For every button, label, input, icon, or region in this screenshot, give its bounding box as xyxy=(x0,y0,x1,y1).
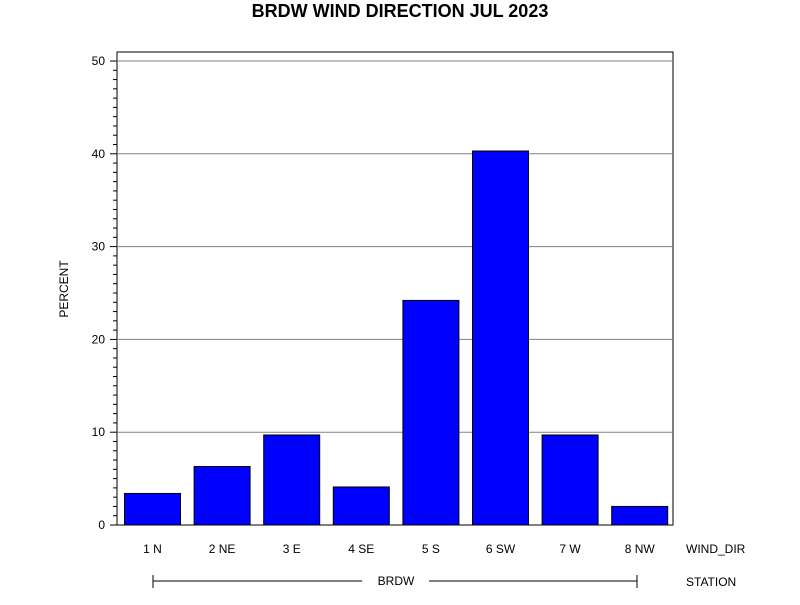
y-tick-label: 0 xyxy=(98,518,105,532)
x-tick-label: 1 N xyxy=(143,542,162,556)
bar-8-nw xyxy=(611,505,669,526)
y-tick-label: 20 xyxy=(92,332,106,346)
x-tick-labels: 1 N 2 NE 3 E 4 SE 5 S 6 SW 7 W 8 NW xyxy=(143,542,655,556)
bar-4-se xyxy=(332,486,390,526)
x-tick-label: 5 S xyxy=(422,542,440,556)
bar-2-ne xyxy=(193,466,251,526)
x-tick-label: 2 NE xyxy=(209,542,236,556)
y-axis-label: PERCENT xyxy=(57,260,71,318)
x-tick-label: 7 W xyxy=(559,542,581,556)
y-tick-labels: 0 10 20 30 40 50 xyxy=(92,54,106,532)
bar-7-w xyxy=(541,434,599,526)
y-tick-label: 10 xyxy=(92,425,106,439)
group-axis-label: STATION xyxy=(686,575,736,589)
group-value-label: BRDW xyxy=(378,574,415,588)
bar-3-e xyxy=(263,434,321,526)
y-tick-label: 30 xyxy=(92,240,106,254)
x-tick-label: 4 SE xyxy=(348,542,374,556)
x-tick-label: 8 NW xyxy=(625,542,656,556)
y-tick-label: 40 xyxy=(92,147,106,161)
y-minor-ticks xyxy=(113,69,117,517)
bars xyxy=(124,150,669,526)
x-tick-label: 3 E xyxy=(283,542,301,556)
bar-6-sw xyxy=(472,150,529,526)
gridlines xyxy=(110,60,673,526)
chart-title: BRDW WIND DIRECTION JUL 2023 xyxy=(252,1,549,21)
bar-5-s xyxy=(402,299,460,526)
x-tick-label: 6 SW xyxy=(486,542,516,556)
bar-1-n xyxy=(124,492,181,526)
y-tick-label: 50 xyxy=(92,54,106,68)
x-axis-label: WIND_DIR xyxy=(686,542,746,556)
